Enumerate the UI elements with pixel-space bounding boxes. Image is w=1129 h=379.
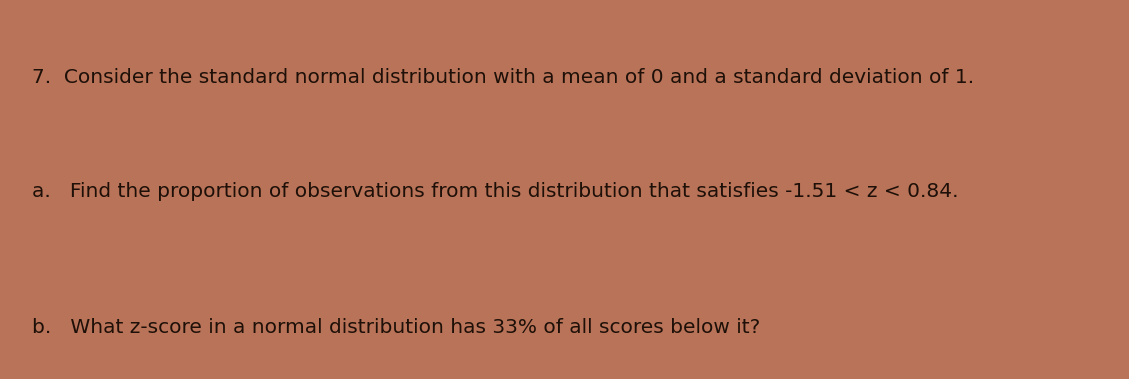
Text: b.   What z-score in a normal distribution has 33% of all scores below it?: b. What z-score in a normal distribution… — [32, 318, 760, 337]
Text: 7.  Consider the standard normal distribution with a mean of 0 and a standard de: 7. Consider the standard normal distribu… — [32, 68, 973, 87]
Text: a.   Find the proportion of observations from this distribution that satisfies -: a. Find the proportion of observations f… — [32, 182, 959, 201]
